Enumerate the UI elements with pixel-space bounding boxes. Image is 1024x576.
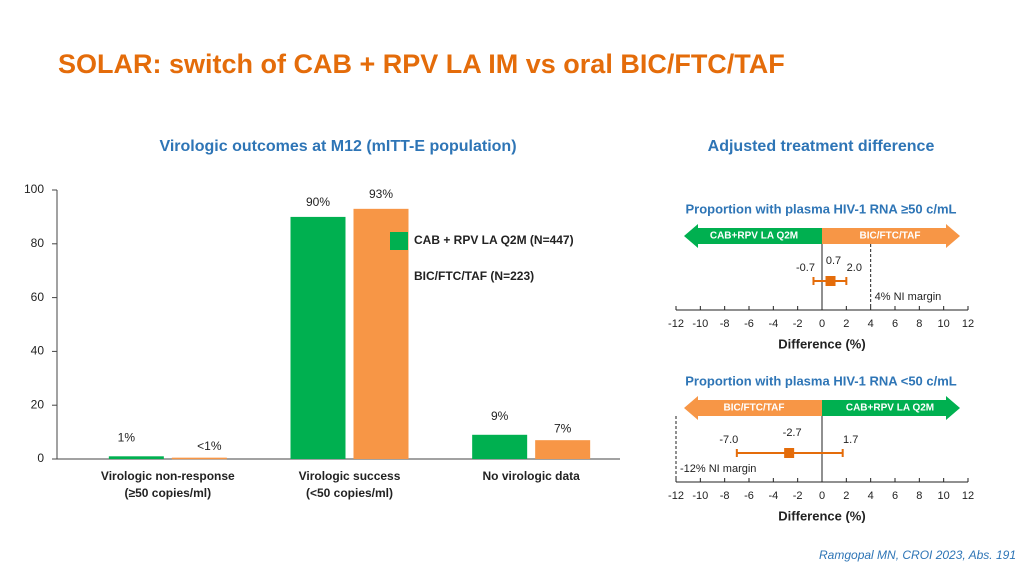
margin-label: 4% NI margin <box>875 291 942 303</box>
arrow-right-label: BIC/FTC/TAF <box>860 231 921 242</box>
x-tick-label: -12 <box>668 318 684 330</box>
x-tick-label: -2 <box>793 318 803 330</box>
value-label: 7% <box>554 421 572 435</box>
y-tick-label: 40 <box>31 344 45 358</box>
arrow-left <box>684 396 822 420</box>
slide-title: SOLAR: switch of CAB + RPV LA IM vs oral… <box>58 49 785 79</box>
x-tick-label: 12 <box>962 490 974 502</box>
panel-title: Adjusted treatment difference <box>708 138 935 155</box>
x-tick-label: 8 <box>916 490 922 502</box>
bar <box>353 208 409 459</box>
x-tick-label: No virologic data <box>482 469 580 483</box>
arrow-left-label: BIC/FTC/TAF <box>724 403 785 414</box>
value-label: <1% <box>197 439 222 453</box>
arrow-right <box>822 396 960 420</box>
bar <box>535 440 591 459</box>
y-tick-label: 0 <box>37 451 44 465</box>
margin-label: -12% NI margin <box>680 463 756 475</box>
legend-label: BIC/FTC/TAF (N=223) <box>414 269 534 283</box>
x-tick-label: 0 <box>819 490 825 502</box>
legend-label: CAB + RPV LA Q2M (N=447) <box>414 233 574 247</box>
y-tick-label: 20 <box>31 397 45 411</box>
x-tick-label: -6 <box>744 318 754 330</box>
x-tick-label: 12 <box>962 318 974 330</box>
x-tick-label: -10 <box>692 318 708 330</box>
y-tick-label: 60 <box>31 290 45 304</box>
legend-swatch <box>390 268 408 286</box>
value-label: 93% <box>369 187 393 201</box>
x-tick-label: -10 <box>692 490 708 502</box>
x-tick-label: -8 <box>720 318 730 330</box>
x-tick-label: 0 <box>819 318 825 330</box>
bar <box>290 216 346 459</box>
x-tick-label: 6 <box>892 318 898 330</box>
estimate-label: 0.7 <box>826 255 841 267</box>
y-tick-label: 80 <box>31 236 45 250</box>
estimate <box>784 448 795 458</box>
bar <box>472 434 528 459</box>
x-tick-label: 4 <box>868 318 874 330</box>
x-tick-label: Virologic success (<50 copies/ml) <box>299 469 401 500</box>
x-tick-label: -4 <box>768 490 778 502</box>
x-tick-label: 8 <box>916 318 922 330</box>
x-tick-label: Virologic non-response (≥50 copies/ml) <box>101 469 235 500</box>
chart-title: Virologic outcomes at M12 (mITT-E popula… <box>159 138 516 155</box>
value-label: 9% <box>491 409 509 423</box>
x-axis-label: Difference (%) <box>778 508 865 523</box>
x-tick-label: -4 <box>768 318 778 330</box>
ci-label: 2.0 <box>847 262 862 274</box>
bar <box>108 456 164 459</box>
x-tick-label: -8 <box>720 490 730 502</box>
arrow-right <box>822 224 960 248</box>
x-axis-label: Difference (%) <box>778 336 865 351</box>
estimate <box>825 276 836 286</box>
arrow-right-label: CAB+RPV LA Q2M <box>846 403 934 414</box>
x-tick-label: 10 <box>938 318 950 330</box>
x-tick-label: 10 <box>938 490 950 502</box>
x-tick-label: 2 <box>843 318 849 330</box>
value-label: 1% <box>118 430 136 444</box>
x-tick-label: -12 <box>668 490 684 502</box>
estimate-label: -2.7 <box>783 427 802 439</box>
x-tick-label: 6 <box>892 490 898 502</box>
arrow-left <box>684 224 822 248</box>
x-tick-label: -6 <box>744 490 754 502</box>
value-label: 90% <box>306 195 330 209</box>
legend-swatch <box>390 232 408 250</box>
x-tick-label: 2 <box>843 490 849 502</box>
ci-label: -7.0 <box>719 434 738 446</box>
ci-label: 1.7 <box>843 434 858 446</box>
forest-title: Proportion with plasma HIV-1 RNA <50 c/m… <box>685 373 957 388</box>
y-tick-label: 100 <box>24 182 44 196</box>
ci-label: -0.7 <box>796 262 815 274</box>
x-tick-label: -2 <box>793 490 803 502</box>
bar <box>171 457 227 460</box>
forest-title: Proportion with plasma HIV-1 RNA ≥50 c/m… <box>685 201 956 216</box>
arrow-left-label: CAB+RPV LA Q2M <box>710 231 798 242</box>
source: Ramgopal MN, CROI 2023, Abs. 191 <box>819 548 1016 562</box>
x-tick-label: 4 <box>868 490 874 502</box>
